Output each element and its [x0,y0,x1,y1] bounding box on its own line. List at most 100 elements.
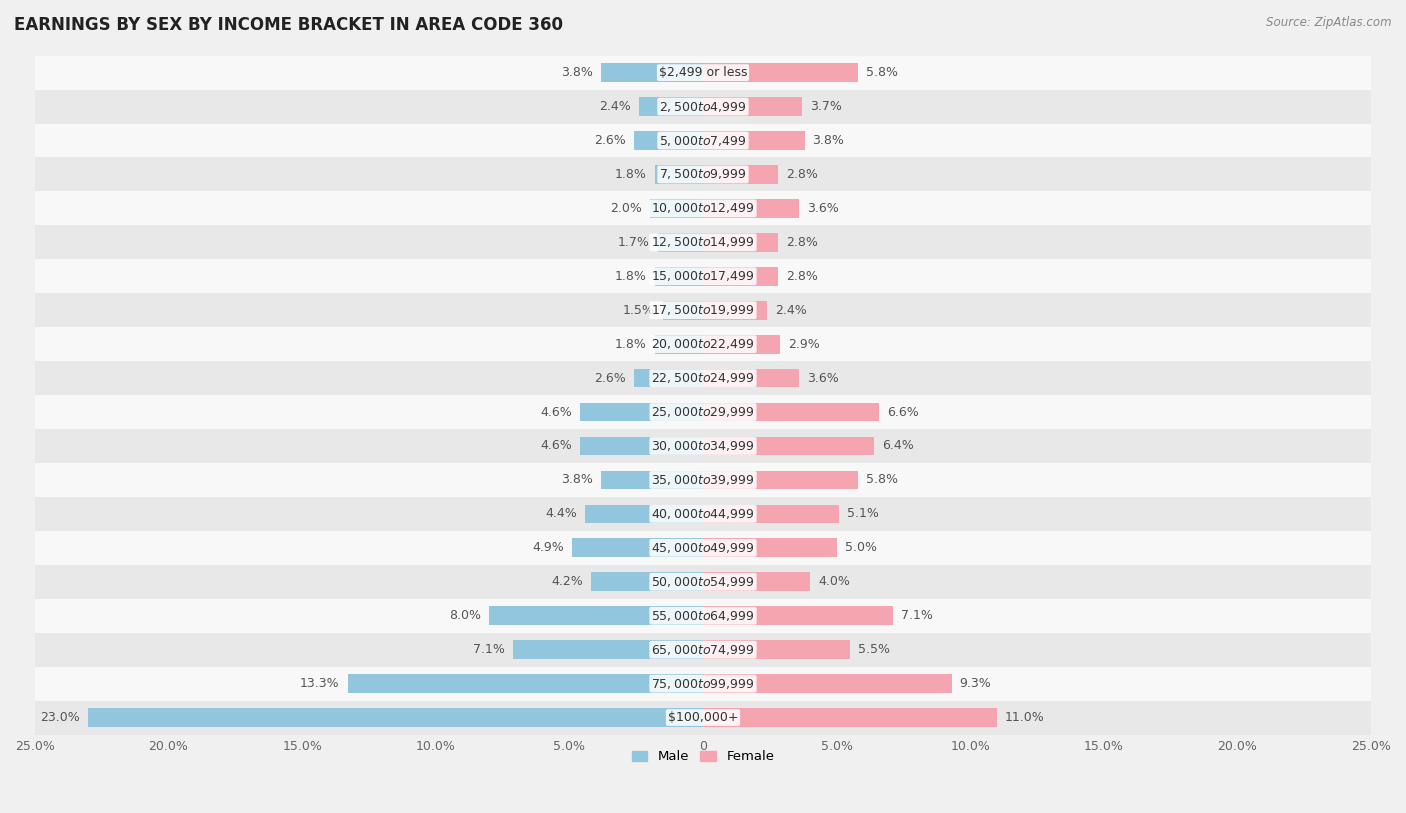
Bar [703,437,875,455]
Bar [703,199,799,218]
Text: 4.4%: 4.4% [546,507,578,520]
Bar [703,335,780,354]
Text: $50,000 to $54,999: $50,000 to $54,999 [651,575,755,589]
Bar [513,641,703,659]
Text: 1.5%: 1.5% [623,304,655,317]
Bar [703,505,839,524]
Bar [703,402,879,421]
Text: 23.0%: 23.0% [41,711,80,724]
Text: 5.8%: 5.8% [866,473,898,486]
Text: $17,500 to $19,999: $17,500 to $19,999 [651,303,755,317]
Text: 3.6%: 3.6% [807,372,839,385]
Bar [591,572,703,591]
Text: $2,499 or less: $2,499 or less [659,66,747,79]
Bar [35,89,1371,124]
Text: $20,000 to $22,499: $20,000 to $22,499 [651,337,755,351]
Text: 13.3%: 13.3% [299,677,340,690]
Bar [35,598,1371,633]
Bar [35,531,1371,565]
Bar [89,708,703,727]
Text: 2.9%: 2.9% [789,337,820,350]
Bar [703,641,851,659]
Text: 4.6%: 4.6% [540,406,572,419]
Text: $65,000 to $74,999: $65,000 to $74,999 [651,642,755,657]
Text: 5.1%: 5.1% [848,507,879,520]
Bar [655,165,703,184]
Bar [35,497,1371,531]
Bar [703,301,768,320]
Text: $45,000 to $49,999: $45,000 to $49,999 [651,541,755,554]
Bar [703,63,858,82]
Text: $5,000 to $7,499: $5,000 to $7,499 [659,133,747,147]
Text: $30,000 to $34,999: $30,000 to $34,999 [651,439,755,453]
Text: 2.6%: 2.6% [593,134,626,147]
Text: 6.6%: 6.6% [887,406,920,419]
Text: 5.8%: 5.8% [866,66,898,79]
Text: 7.1%: 7.1% [901,609,932,622]
Text: Source: ZipAtlas.com: Source: ZipAtlas.com [1267,16,1392,29]
Text: 1.8%: 1.8% [614,337,647,350]
Bar [572,538,703,557]
Text: $25,000 to $29,999: $25,000 to $29,999 [651,405,755,419]
Text: 5.5%: 5.5% [858,643,890,656]
Bar [662,301,703,320]
Bar [703,233,778,252]
Text: EARNINGS BY SEX BY INCOME BRACKET IN AREA CODE 360: EARNINGS BY SEX BY INCOME BRACKET IN ARE… [14,16,562,34]
Bar [35,429,1371,463]
Bar [35,633,1371,667]
Bar [703,538,837,557]
Text: 4.0%: 4.0% [818,576,849,589]
Text: 3.7%: 3.7% [810,100,842,113]
Text: 8.0%: 8.0% [449,609,481,622]
Bar [35,225,1371,259]
Text: $100,000+: $100,000+ [668,711,738,724]
Bar [35,158,1371,191]
Text: 2.8%: 2.8% [786,270,818,283]
Text: 5.0%: 5.0% [845,541,876,554]
Bar [658,233,703,252]
Text: 2.4%: 2.4% [599,100,631,113]
Text: 3.8%: 3.8% [561,66,593,79]
Bar [703,165,778,184]
Text: 3.8%: 3.8% [813,134,845,147]
Text: $55,000 to $64,999: $55,000 to $64,999 [651,609,755,623]
Text: $40,000 to $44,999: $40,000 to $44,999 [651,506,755,521]
Bar [703,267,778,285]
Text: 11.0%: 11.0% [1005,711,1045,724]
Bar [703,98,801,116]
Bar [581,402,703,421]
Bar [35,124,1371,158]
Bar [35,191,1371,225]
Text: $10,000 to $12,499: $10,000 to $12,499 [651,202,755,215]
Text: 3.8%: 3.8% [561,473,593,486]
Text: $7,500 to $9,999: $7,500 to $9,999 [659,167,747,181]
Bar [703,606,893,625]
Bar [35,565,1371,598]
Text: 4.2%: 4.2% [551,576,582,589]
Text: 1.7%: 1.7% [617,236,650,249]
Text: $75,000 to $99,999: $75,000 to $99,999 [651,676,755,690]
Bar [581,437,703,455]
Text: 2.8%: 2.8% [786,236,818,249]
Bar [703,131,804,150]
Text: 4.9%: 4.9% [533,541,564,554]
Bar [35,259,1371,293]
Bar [35,395,1371,429]
Text: $15,000 to $17,499: $15,000 to $17,499 [651,269,755,283]
Bar [35,55,1371,89]
Text: 2.6%: 2.6% [593,372,626,385]
Text: 4.6%: 4.6% [540,440,572,453]
Bar [35,361,1371,395]
Bar [35,667,1371,701]
Text: 2.8%: 2.8% [786,168,818,181]
Bar [703,572,810,591]
Text: 3.6%: 3.6% [807,202,839,215]
Bar [638,98,703,116]
Text: $22,500 to $24,999: $22,500 to $24,999 [651,371,755,385]
Bar [602,63,703,82]
Text: 1.8%: 1.8% [614,270,647,283]
Bar [347,674,703,693]
Legend: Male, Female: Male, Female [626,745,780,768]
Bar [602,471,703,489]
Bar [35,701,1371,734]
